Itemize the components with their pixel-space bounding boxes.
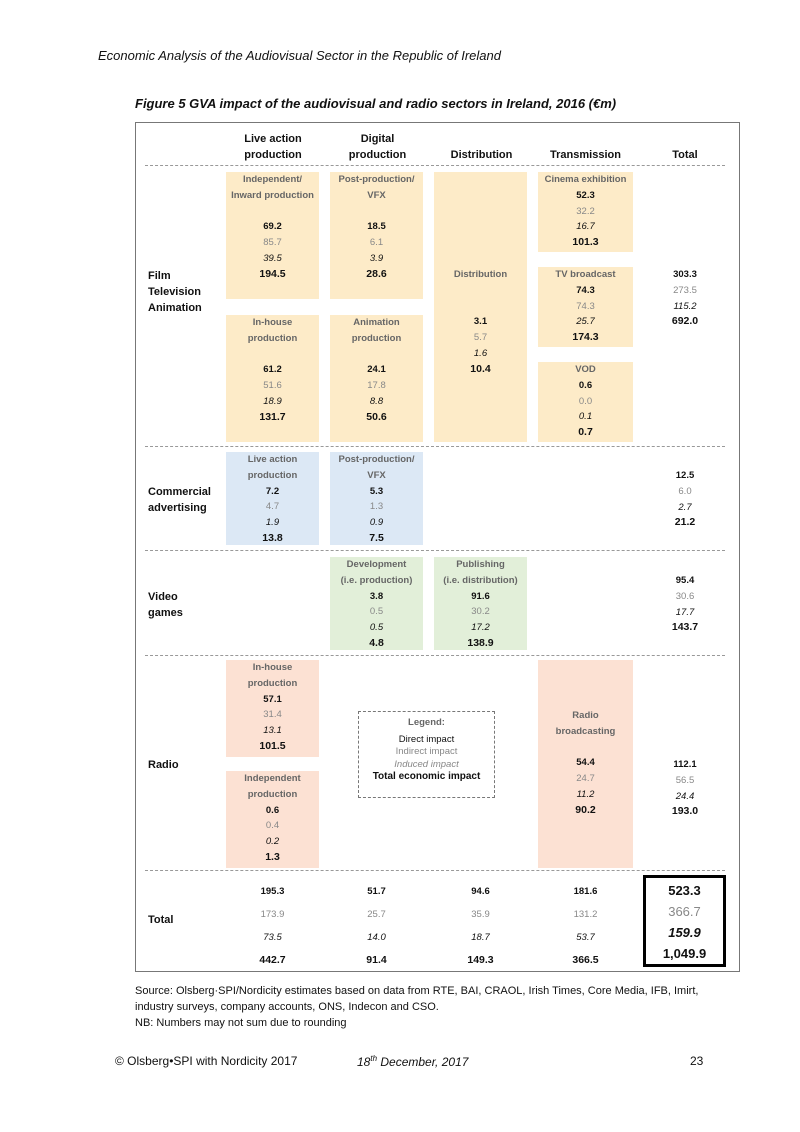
separator-games xyxy=(145,655,725,656)
separator-header xyxy=(145,165,725,166)
document-header-title: Economic Analysis of the Audiovisual Sec… xyxy=(98,48,501,63)
total-transmission-values: 181.6 131.2 53.7 366.5 xyxy=(572,886,599,966)
grand-total-box: 523.3 366.7 159.9 1,049.9 xyxy=(643,875,726,967)
col-header-digital: Digital production xyxy=(348,133,407,161)
legend-induced: Induced impact xyxy=(394,758,459,770)
radio-independent-box: Independent production 0.6 0.4 0.2 1.3 xyxy=(226,771,319,868)
source-note: Source: Olsberg·SPI/Nordicity estimates … xyxy=(135,985,699,1029)
separator-film xyxy=(145,446,725,447)
games-total-values: 95.4 30.6 17.7 143.7 xyxy=(671,575,699,634)
radio-inhouse-box: In-house production 57.1 31.4 13.1 101.5 xyxy=(226,660,319,757)
radio-broadcasting-box: Radio broadcasting 54.4 24.7 11.2 90.2 xyxy=(538,660,633,868)
film-vod-box: VOD 0.6 0.0 0.1 0.7 xyxy=(538,362,633,442)
col-header-distribution: Distribution xyxy=(450,149,513,161)
advertising-total-values: 12.5 6.0 2.7 21.2 xyxy=(674,470,696,529)
row-label-advertising: Commercial advertising xyxy=(148,486,211,514)
total-live-action-values: 195.3 173.9 73.5 442.7 xyxy=(259,886,286,966)
film-tv-box: TV broadcast 74.3 74.3 25.7 174.3 xyxy=(538,267,633,347)
total-digital-values: 51.7 25.7 14.0 91.4 xyxy=(366,886,387,966)
advertising-postproduction-box: Post-production/ VFX 5.3 1.3 0.9 7.5 xyxy=(330,452,423,545)
row-label-total: Total xyxy=(148,914,174,926)
col-header-total: Total xyxy=(672,149,698,161)
total-distribution-values: 94.6 35.9 18.7 149.3 xyxy=(467,886,494,966)
radio-total-values: 112.1 56.5 24.4 193.0 xyxy=(671,759,699,818)
film-postproduction-box: Post-production/ VFX 18.5 6.1 3.9 28.6 xyxy=(330,172,423,299)
film-inhouse-box: In-house production 61.2 51.6 18.9 131.7 xyxy=(226,315,319,442)
col-header-live-action: Live action production xyxy=(244,133,302,161)
film-animation-box: Animation production 24.1 17.8 8.8 50.6 xyxy=(330,315,423,442)
legend-indirect: Indirect impact xyxy=(395,746,458,757)
games-development-box: Development (i.e. production) 3.8 0.5 0.… xyxy=(330,557,423,650)
film-total-values: 303.3 273.5 115.2 692.0 xyxy=(671,269,699,328)
separator-advertising xyxy=(145,550,725,551)
film-independent-box: Independent/ Inward production 69.2 85.7… xyxy=(226,172,319,299)
row-label-film: Film Television Animation xyxy=(148,270,202,314)
row-label-radio: Radio xyxy=(148,759,179,771)
col-header-transmission: Transmission xyxy=(550,149,621,161)
games-publishing-box: Publishing (i.e. distribution) 91.6 30.2… xyxy=(434,557,527,650)
separator-radio xyxy=(145,870,725,871)
figure-title: Figure 5 GVA impact of the audiovisual a… xyxy=(135,96,617,111)
legend-title: Legend: xyxy=(408,717,445,728)
legend-box: Legend: Direct impact Indirect impact In… xyxy=(358,711,495,798)
legend-direct: Direct impact xyxy=(398,733,455,745)
legend-total: Total economic impact xyxy=(372,771,481,782)
row-label-games: Video games xyxy=(148,591,183,619)
figure-frame xyxy=(135,122,740,972)
film-distribution-box: Distribution 3.1 5.7 1.6 10.4 xyxy=(434,172,527,442)
advertising-live-box: Live action production 7.2 4.7 1.9 13.8 xyxy=(226,452,319,545)
page-number: 23 xyxy=(690,1054,704,1068)
footer-date: 18th December, 2017 xyxy=(357,1054,469,1069)
film-cinema-box: Cinema exhibition 52.3 32.2 16.7 101.3 xyxy=(538,172,633,252)
footer-copyright: © Olsberg•SPI with Nordicity 2017 xyxy=(115,1054,298,1068)
